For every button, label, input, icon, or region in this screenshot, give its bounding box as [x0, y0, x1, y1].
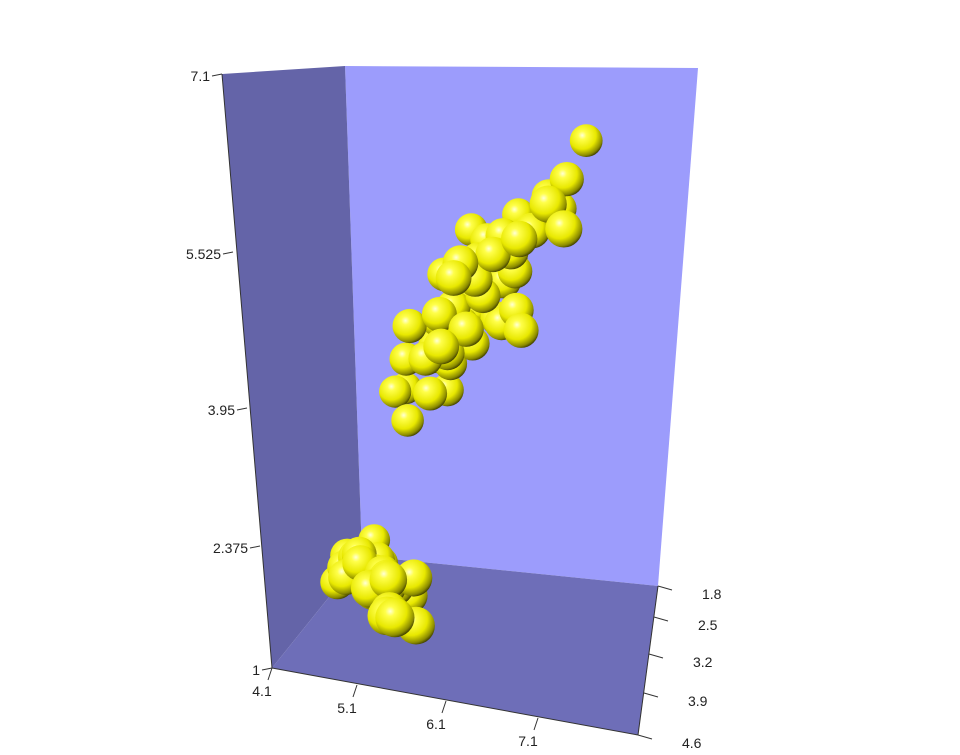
x-axis-line [271, 667, 639, 736]
x-tick-label: 7.1 [518, 733, 538, 749]
axis-tick-labels: 7.1 5.525 3.95 2.375 1 4.1 5.1 6.1 7.1 1.8 2.5 3.2 3… [186, 68, 722, 751]
x-tick [533, 717, 539, 731]
data-point-sphere [423, 328, 460, 365]
data-point-sphere [392, 308, 427, 344]
z-tick-label: 1 [252, 662, 260, 678]
z-axis-line [221, 73, 273, 669]
z-tick [222, 251, 234, 255]
data-point-sphere [448, 311, 484, 347]
data-point-sphere [379, 375, 412, 408]
x-tick-label: 5.1 [337, 700, 357, 716]
data-point-sphere [503, 312, 539, 348]
y-tick [648, 653, 664, 659]
z-tick-label: 7.1 [191, 68, 211, 84]
y-tick [653, 616, 669, 622]
data-points [320, 124, 603, 645]
data-point-sphere [369, 561, 408, 599]
z-tick [249, 545, 261, 549]
y-tick-label: 2.5 [698, 617, 718, 633]
y-tick [643, 692, 659, 698]
x-tick [441, 700, 447, 714]
z-tick-label: 2.375 [213, 540, 248, 556]
x-tick-label: 4.1 [252, 683, 272, 699]
data-point-sphere [435, 260, 472, 296]
left-wall [222, 66, 362, 668]
x-tick-label: 6.1 [426, 716, 446, 732]
axis-ticks [211, 73, 673, 740]
z-tick [211, 73, 223, 77]
z-tick-label: 3.95 [208, 402, 235, 418]
data-point-sphere [545, 210, 583, 248]
z-tick [261, 667, 273, 671]
y-tick [657, 585, 673, 591]
data-point-sphere [375, 598, 415, 638]
data-point-sphere [569, 124, 603, 157]
y-axis-line [637, 585, 659, 736]
data-point-sphere [549, 162, 584, 197]
y-tick-label: 4.6 [682, 735, 702, 751]
y-tick-label: 3.9 [688, 693, 708, 709]
x-tick [267, 667, 273, 681]
data-point-sphere [413, 376, 448, 411]
x-tick [352, 684, 358, 698]
data-point-sphere [421, 296, 457, 332]
data-point-sphere [475, 236, 511, 273]
y-tick [637, 734, 653, 740]
y-tick-label: 3.2 [693, 654, 713, 670]
y-tick-label: 1.8 [702, 586, 722, 602]
data-point-sphere [391, 404, 424, 437]
data-point-sphere [501, 220, 538, 258]
z-tick-label: 5.525 [186, 246, 221, 262]
z-tick [236, 407, 248, 411]
